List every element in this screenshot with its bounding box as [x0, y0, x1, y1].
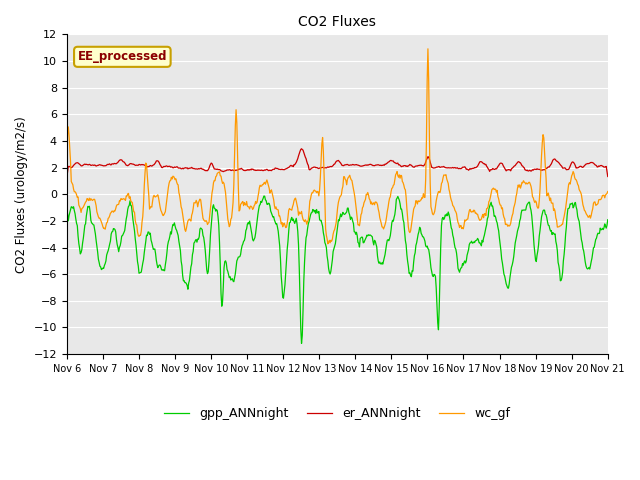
wc_gf — [404, 215, 412, 221]
wc_gf — [129, 200, 136, 205]
er_ANNnight — [73, 160, 81, 166]
Legend: gpp_ANNnight, er_ANNnight, wc_gf: gpp_ANNnight, er_ANNnight, wc_gf — [159, 402, 515, 425]
Line: wc_gf: wc_gf — [67, 49, 608, 244]
gpp_ANNnight — [298, 340, 305, 346]
er_ANNnight — [212, 166, 220, 172]
gpp_ANNnight — [183, 283, 191, 288]
er_ANNnight — [420, 163, 428, 169]
gpp_ANNnight — [260, 193, 268, 199]
er_ANNnight — [129, 161, 136, 167]
Line: gpp_ANNnight: gpp_ANNnight — [67, 196, 608, 343]
wc_gf — [212, 174, 220, 180]
wc_gf — [73, 192, 81, 198]
er_ANNnight — [63, 175, 70, 180]
Title: CO2 Fluxes: CO2 Fluxes — [298, 15, 376, 29]
gpp_ANNnight — [129, 210, 136, 216]
wc_gf — [63, 150, 70, 156]
gpp_ANNnight — [212, 208, 220, 214]
gpp_ANNnight — [604, 217, 612, 223]
er_ANNnight — [183, 165, 191, 171]
wc_gf — [183, 221, 191, 227]
Y-axis label: CO2 Fluxes (urology/m2/s): CO2 Fluxes (urology/m2/s) — [15, 116, 28, 273]
er_ANNnight — [604, 174, 612, 180]
wc_gf — [424, 46, 432, 52]
gpp_ANNnight — [404, 264, 412, 269]
gpp_ANNnight — [420, 236, 428, 241]
gpp_ANNnight — [73, 220, 81, 226]
gpp_ANNnight — [63, 204, 70, 210]
Text: EE_processed: EE_processed — [77, 50, 167, 63]
wc_gf — [420, 191, 428, 196]
wc_gf — [604, 189, 612, 194]
wc_gf — [324, 241, 332, 247]
er_ANNnight — [404, 164, 412, 169]
er_ANNnight — [298, 146, 305, 152]
Line: er_ANNnight: er_ANNnight — [67, 149, 608, 178]
